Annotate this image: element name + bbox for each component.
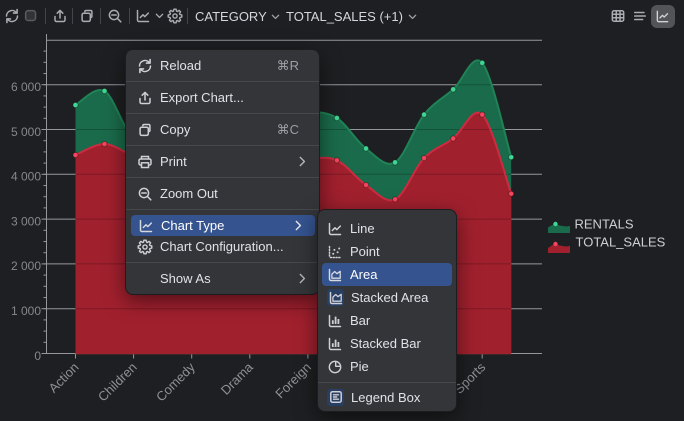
svg-text:Children: Children bbox=[95, 360, 140, 405]
svg-text:TOTAL_SALES: TOTAL_SALES bbox=[576, 235, 666, 250]
svg-text:Comedy: Comedy bbox=[153, 359, 198, 404]
svg-text:Foreign: Foreign bbox=[272, 360, 314, 402]
svg-text:Action: Action bbox=[45, 360, 81, 396]
svg-text:Drama: Drama bbox=[218, 359, 257, 398]
svg-text:2 000: 2 000 bbox=[11, 259, 41, 273]
svg-text:3 000: 3 000 bbox=[11, 214, 41, 228]
svg-text:1 000: 1 000 bbox=[11, 304, 41, 318]
svg-text:5 000: 5 000 bbox=[11, 125, 41, 139]
svg-text:4 000: 4 000 bbox=[11, 170, 41, 184]
svg-text:RENTALS: RENTALS bbox=[575, 216, 634, 231]
svg-text:0: 0 bbox=[34, 349, 41, 363]
svg-text:6 000: 6 000 bbox=[11, 80, 41, 94]
